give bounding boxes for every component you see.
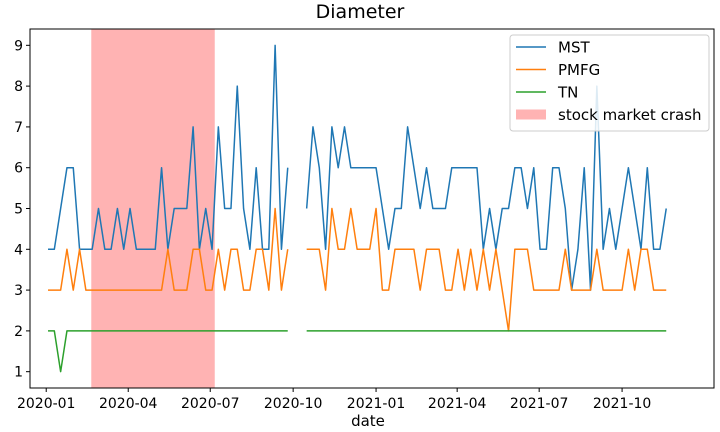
legend-label: TN	[557, 84, 578, 102]
x-tick-label: 2020-07	[181, 396, 240, 412]
y-tick-label: 5	[14, 202, 23, 218]
y-tick-label: 1	[14, 365, 23, 381]
y-tick-label: 3	[14, 283, 23, 299]
series-line-pmfg-0	[48, 207, 289, 291]
series-line-mst-1	[305, 85, 667, 291]
x-tick-label: 2021-10	[593, 396, 652, 412]
y-tick-label: 8	[14, 79, 23, 95]
x-axis: 2020-01 2020-04 2020-07 2020-10 2021-01 2021-…	[17, 388, 651, 412]
chart-title: Diameter	[316, 1, 405, 23]
legend: MST PMFG TN stock market crash	[509, 34, 710, 132]
y-tick-label: 9	[14, 38, 23, 54]
x-tick-label: 2021-01	[347, 396, 406, 412]
x-tick-label: 2020-10	[264, 396, 323, 412]
x-tick-label: 2021-04	[428, 396, 487, 412]
legend-label: MST	[558, 39, 590, 57]
legend-label: PMFG	[558, 61, 600, 79]
legend-swatch-shade	[516, 109, 546, 120]
y-axis: 1 2 3 4 5 6 7 8 9	[14, 38, 30, 381]
x-tick-label: 2020-01	[17, 396, 76, 412]
legend-box	[509, 34, 710, 132]
x-axis-label: date	[351, 412, 385, 430]
y-tick-label: 4	[14, 242, 23, 258]
series-line-pmfg-1	[306, 207, 667, 332]
series-lines	[48, 44, 667, 373]
series-line-tn-0	[48, 330, 288, 373]
x-tick-label: 2021-07	[510, 396, 569, 412]
legend-label: stock market crash	[558, 106, 702, 124]
y-tick-label: 6	[14, 161, 23, 177]
shaded-regions	[91, 29, 215, 388]
shaded-region-0	[91, 29, 215, 388]
y-tick-label: 7	[14, 120, 23, 136]
x-tick-label: 2020-04	[99, 396, 158, 412]
y-tick-label: 2	[14, 324, 23, 340]
